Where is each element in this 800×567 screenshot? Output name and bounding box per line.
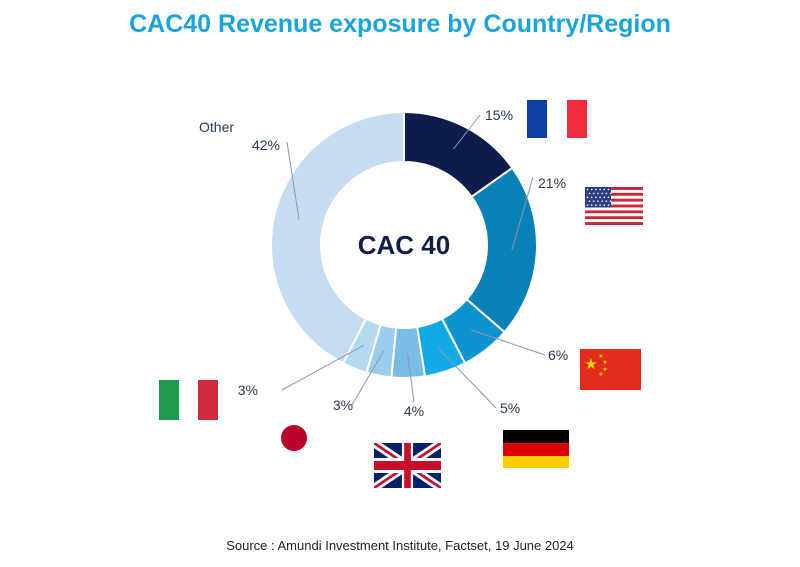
svg-text:★: ★ (598, 353, 603, 360)
pct-label-germany: 5% (500, 400, 520, 416)
pct-label-japan: 3% (333, 397, 353, 413)
leader-france (453, 114, 481, 150)
chart-title: CAC40 Revenue exposure by Country/Region (129, 10, 671, 38)
leader-usa (511, 176, 534, 251)
slice-other (270, 110, 405, 365)
uk-flag (374, 443, 441, 488)
center-label: CAC 40 (358, 230, 450, 260)
pct-label-italy: 3% (238, 382, 258, 398)
category-label-other: Other (199, 119, 234, 135)
svg-text:★: ★ (584, 355, 597, 373)
slice-labels: 15% 21% 6% 5% 4% 3% 3% 42% Other (199, 107, 568, 419)
leader-lines (281, 114, 546, 409)
china-flag: ★ ★ ★ ★ ★ (580, 349, 641, 390)
italy-flag (159, 380, 218, 420)
pct-label-other: 42% (252, 137, 280, 153)
leader-uk (406, 352, 415, 403)
svg-text:★: ★ (602, 366, 607, 373)
usa-flag (585, 187, 643, 225)
japan-flag (266, 419, 322, 457)
pct-label-uk: 4% (404, 403, 424, 419)
france-flag (527, 100, 587, 138)
pct-label-france: 15% (485, 107, 513, 123)
leader-italy (281, 344, 365, 391)
leader-china (470, 329, 546, 356)
pct-label-usa: 21% (538, 175, 566, 191)
leader-japan (351, 350, 384, 406)
germany-flag (503, 430, 569, 468)
source-note: Source : Amundi Investment Institute, Fa… (226, 538, 574, 553)
pct-label-china: 6% (548, 347, 568, 363)
leader-germany (437, 347, 497, 409)
svg-text:★: ★ (602, 359, 607, 366)
leader-other (286, 141, 300, 220)
donut-slices (270, 110, 538, 379)
svg-text:★: ★ (598, 371, 603, 378)
